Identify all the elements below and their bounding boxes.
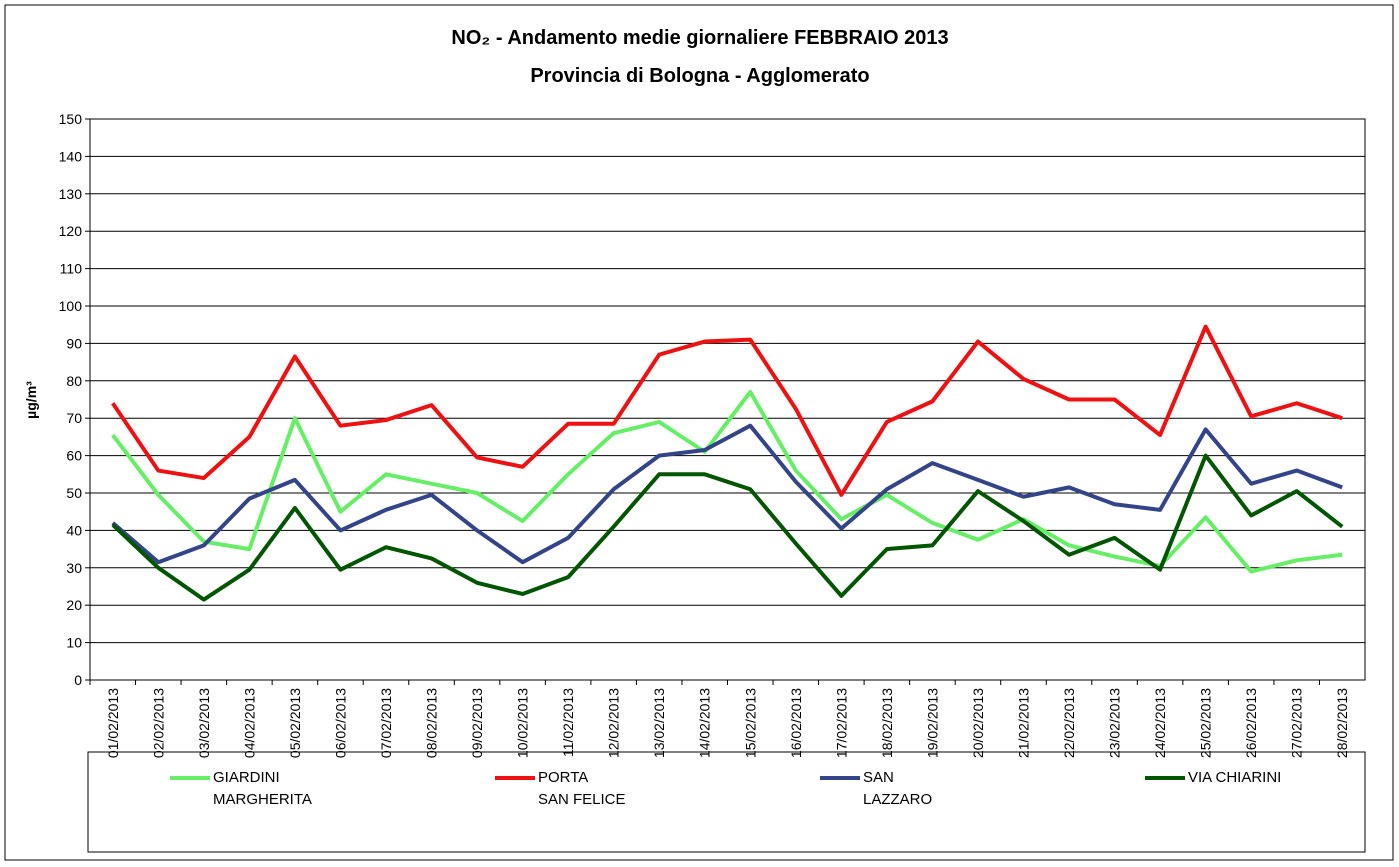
legend-label: SAN LAZZARO (863, 769, 933, 808)
y-tick-label: 130 (59, 186, 83, 202)
x-tick-label: 19/02/2013 (924, 688, 940, 758)
x-tick-label: 16/02/2013 (788, 688, 804, 758)
y-tick-label: 70 (66, 410, 82, 426)
series-line (111, 390, 1343, 574)
x-tick-label: 20/02/2013 (970, 688, 986, 758)
legend-label: PORTA SAN FELICE (538, 769, 626, 808)
x-tick-label: 07/02/2013 (378, 688, 394, 758)
x-tick-label: 01/02/2013 (105, 688, 121, 758)
x-tick-label: 27/02/2013 (1289, 688, 1305, 758)
legend-label: GIARDINI MARGHERITA (213, 769, 312, 808)
x-tick-label: 06/02/2013 (332, 688, 348, 758)
x-tick-label: 04/02/2013 (241, 688, 257, 758)
x-tick-label: 15/02/2013 (742, 688, 758, 758)
y-tick-label: 0 (74, 672, 82, 688)
series-line (111, 324, 1343, 497)
x-tick-label: 23/02/2013 (1107, 688, 1123, 758)
y-tick-label: 140 (59, 148, 83, 164)
y-tick-label: 100 (59, 298, 83, 314)
x-tick-label: 18/02/2013 (879, 688, 895, 758)
y-tick-label: 20 (66, 597, 82, 613)
y-tick-label: 80 (66, 373, 82, 389)
x-tick-label: 25/02/2013 (1198, 688, 1214, 758)
y-tick-label: 90 (66, 335, 82, 351)
y-tick-label: 110 (60, 261, 83, 277)
x-tick-label: 14/02/2013 (697, 688, 713, 758)
y-tick-label: 50 (66, 485, 82, 501)
x-tick-label: 12/02/2013 (606, 688, 622, 758)
y-tick-label: 120 (59, 223, 83, 239)
y-tick-label: 30 (66, 560, 82, 576)
x-tick-label: 22/02/2013 (1061, 688, 1077, 758)
x-tick-label: 08/02/2013 (424, 688, 440, 758)
y-tick-label: 150 (59, 111, 83, 127)
x-tick-label: 21/02/2013 (1015, 688, 1031, 758)
x-tick-label: 24/02/2013 (1152, 688, 1168, 758)
series-line (111, 423, 1343, 565)
x-tick-label: 13/02/2013 (651, 688, 667, 758)
series-line (111, 453, 1344, 602)
chart-title: NO₂ - Andamento medie giornaliere FEBBRA… (451, 27, 948, 49)
y-axis-label: µg/m³ (23, 381, 39, 419)
x-tick-label: 03/02/2013 (196, 688, 212, 758)
chart-subtitle: Provincia di Bologna - Agglomerato (530, 65, 869, 87)
y-tick-label: 10 (66, 635, 82, 651)
x-tick-label: 10/02/2013 (515, 688, 531, 758)
x-tick-label: 26/02/2013 (1243, 688, 1259, 758)
x-tick-label: 28/02/2013 (1334, 688, 1350, 758)
y-tick-label: 60 (66, 448, 82, 464)
y-tick-label: 40 (66, 522, 82, 538)
x-tick-label: 11/02/2013 (560, 688, 576, 757)
x-tick-label: 09/02/2013 (469, 688, 485, 758)
legend-box (87, 751, 1366, 853)
legend-label: VIA CHIARINI (1188, 769, 1282, 786)
x-tick-label: 17/02/2013 (833, 688, 849, 758)
x-tick-label: 05/02/2013 (287, 688, 303, 758)
x-tick-label: 02/02/2013 (150, 688, 166, 758)
